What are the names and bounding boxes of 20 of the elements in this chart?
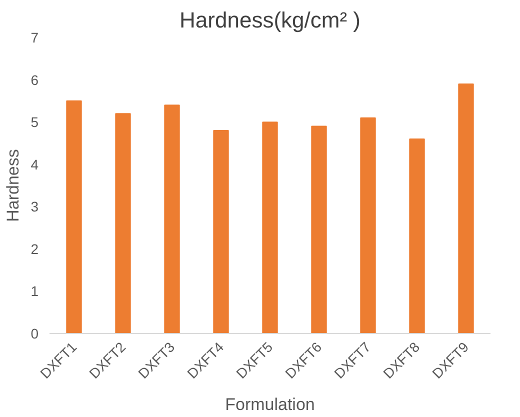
y-tick-label: 0 [30, 326, 39, 342]
y-tick-label: 1 [30, 283, 39, 300]
y-tick-label: 3 [30, 198, 39, 215]
y-tick-label: 5 [30, 114, 39, 130]
x-axis-title: Formulation [225, 395, 315, 414]
bar [164, 104, 180, 334]
y-tick-label: 6 [30, 72, 39, 88]
y-tick-label: 2 [30, 240, 39, 257]
bar [115, 113, 131, 334]
chart-title: Hardness(kg/cm² ) [180, 8, 360, 32]
y-tick-label: 7 [30, 30, 39, 46]
bar [409, 138, 425, 334]
bar [311, 126, 327, 334]
bar [360, 117, 376, 334]
y-axis-title: Hardness [4, 149, 23, 222]
bar [458, 84, 474, 334]
bar [262, 122, 278, 334]
bar [66, 100, 82, 334]
y-tick-label: 4 [30, 156, 39, 172]
bar [213, 130, 229, 334]
